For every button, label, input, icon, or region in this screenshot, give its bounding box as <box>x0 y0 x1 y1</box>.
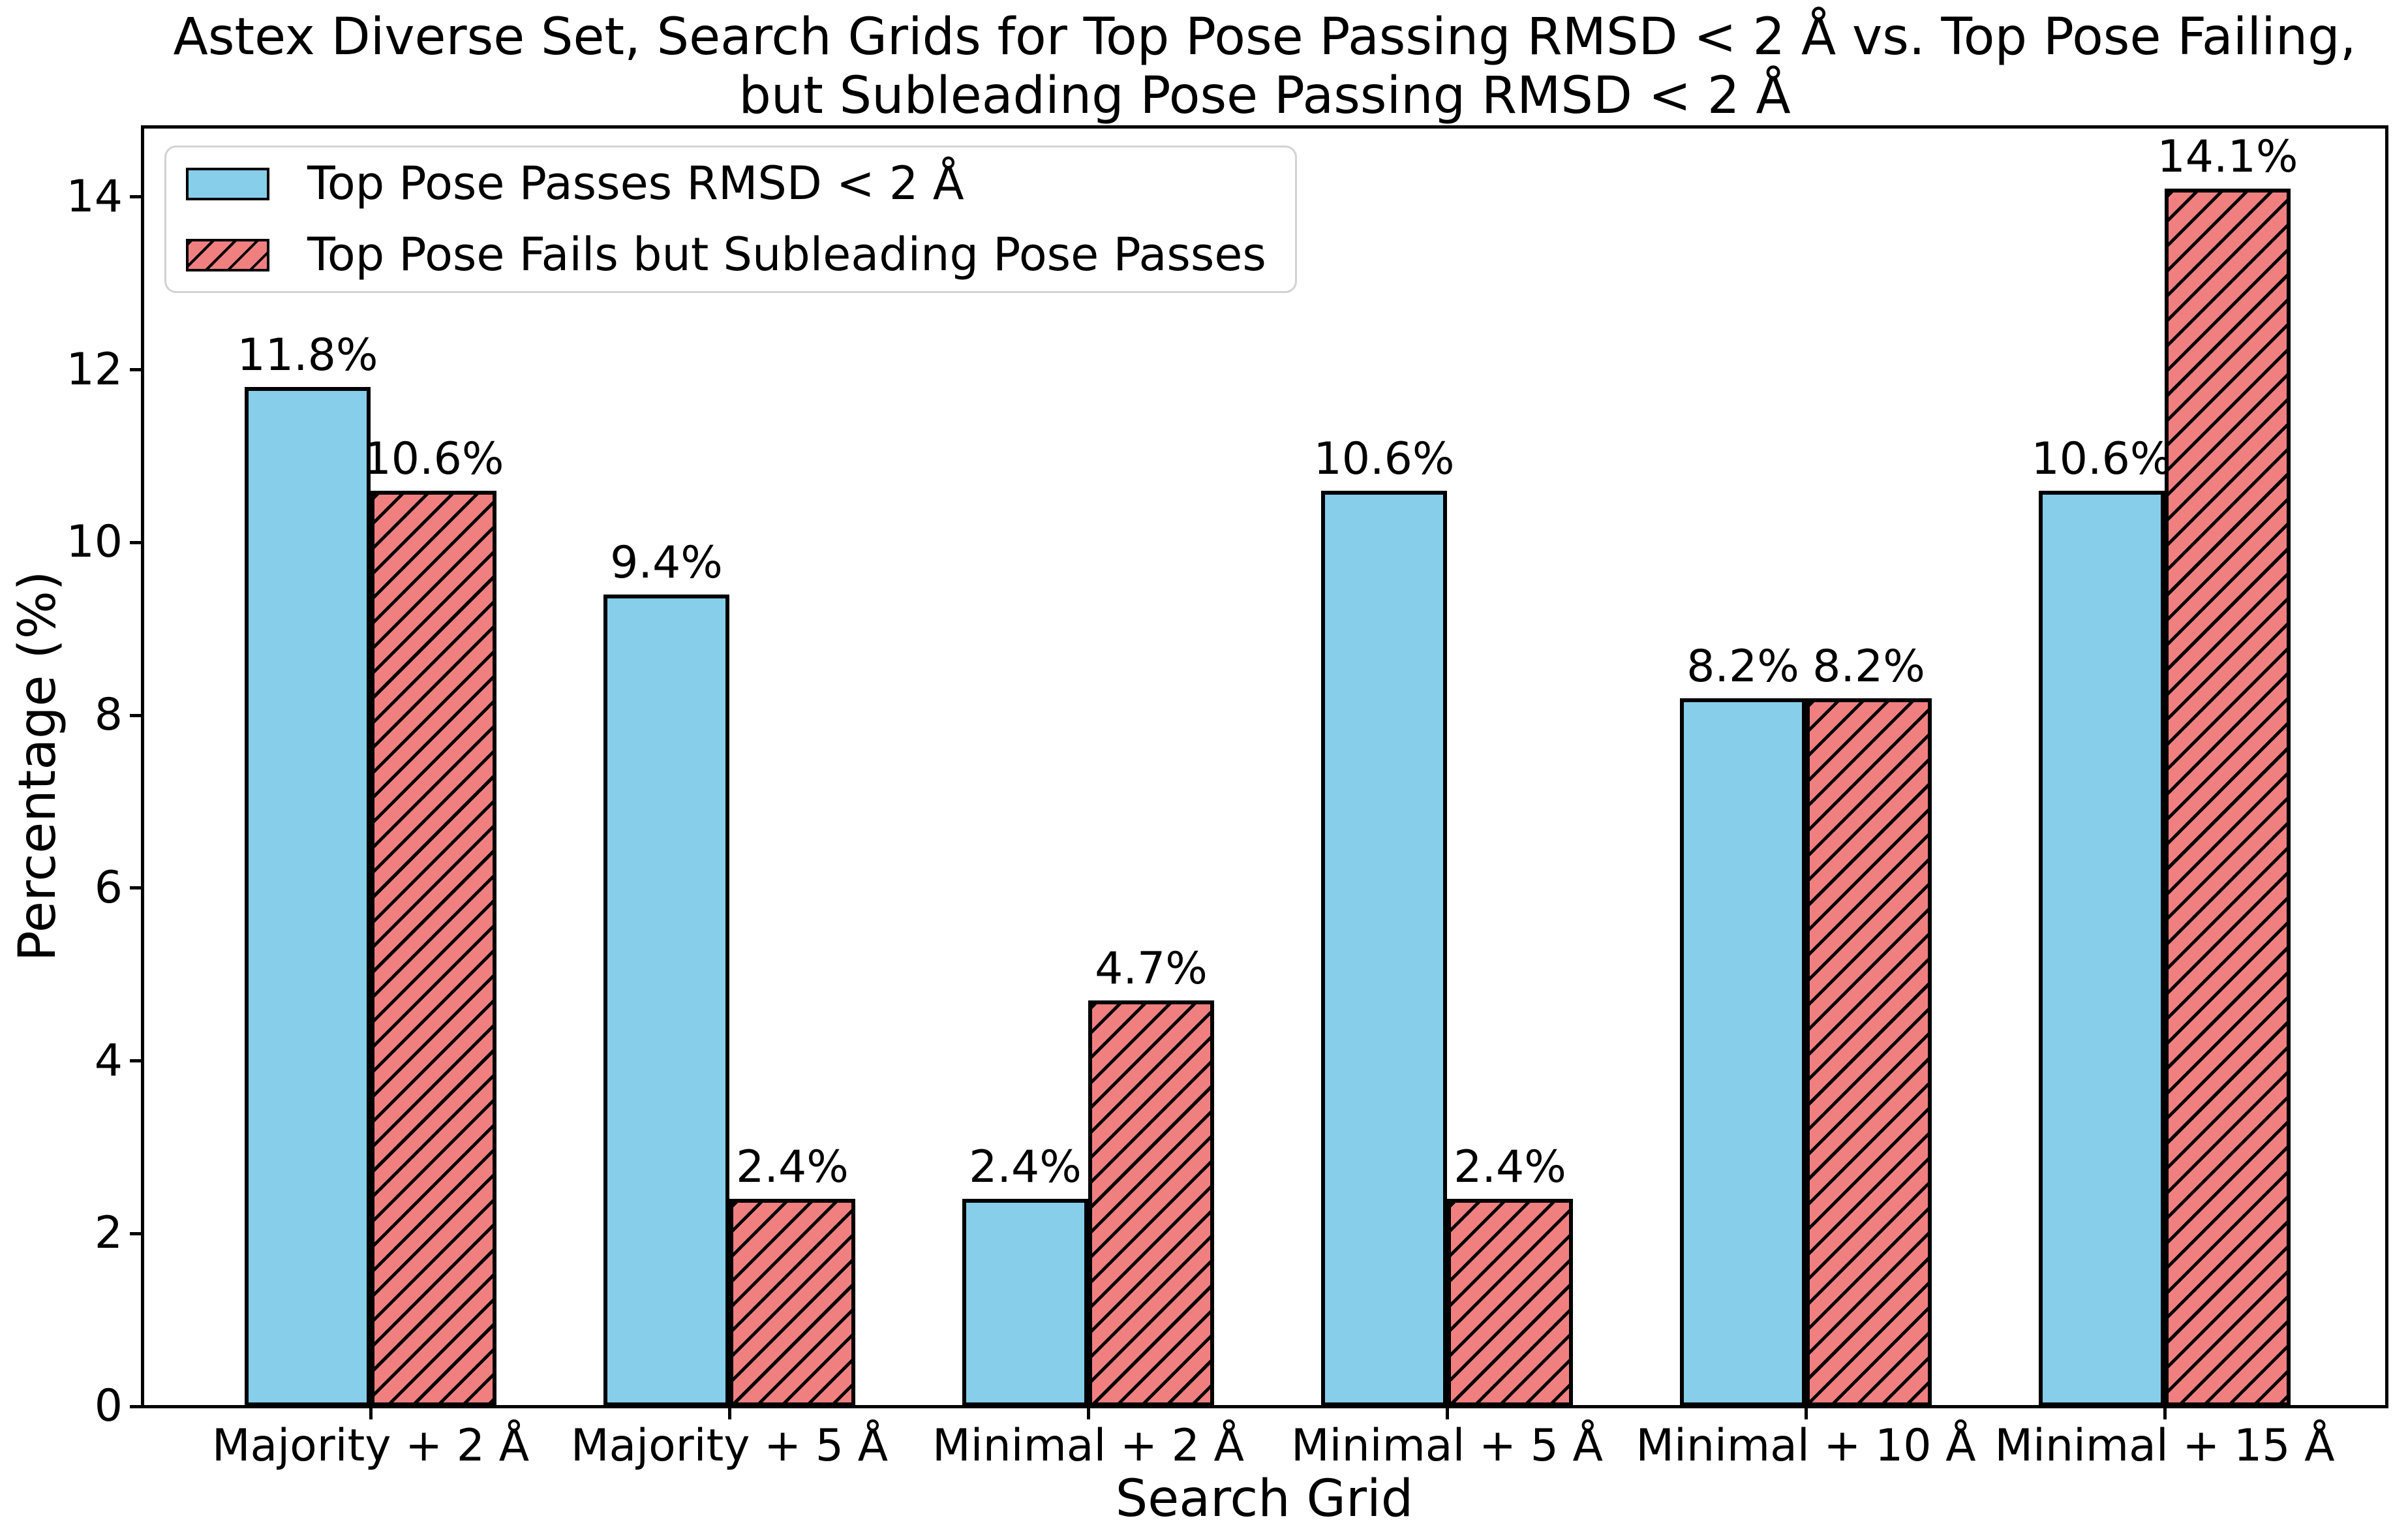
bar-value-label: 4.7% <box>1095 942 1208 995</box>
legend-swatch-icon <box>186 238 269 271</box>
legend-label: Top Pose Fails but Subleading Pose Passe… <box>307 228 1266 281</box>
bar-value-label: 10.6% <box>363 433 504 485</box>
x-tick-label: Majority + 2 Å <box>211 1420 530 1472</box>
y-tick-mark <box>130 1059 141 1063</box>
legend-entry-fails: Top Pose Fails but Subleading Pose Passe… <box>186 230 1266 280</box>
y-tick-mark <box>130 1404 141 1408</box>
bar-value-label: 2.4% <box>736 1141 849 1194</box>
bar-passes-group-4 <box>1321 490 1447 1406</box>
x-tick-label: Majority + 5 Å <box>570 1420 889 1472</box>
bar-value-label: 8.2% <box>1812 640 1925 692</box>
y-tick-label: 10 <box>66 516 123 568</box>
y-tick-label: 8 <box>94 689 123 741</box>
y-tick-mark <box>130 368 141 372</box>
bar-value-label: 2.4% <box>969 1141 1082 1194</box>
x-tick-label: Minimal + 5 Å <box>1291 1420 1603 1472</box>
bar-passes-group-3 <box>962 1199 1088 1406</box>
axis-spine-bottom <box>141 1405 2388 1408</box>
y-tick-mark <box>130 540 141 544</box>
bar-passes-group-1 <box>245 387 371 1406</box>
legend: Top Pose Passes RMSD < 2 Å Top Pose Fails… <box>164 146 1297 293</box>
x-tick-label: Minimal + 15 Å <box>1994 1420 2335 1472</box>
bar-value-label: 8.2% <box>1686 640 1799 692</box>
y-tick-label: 12 <box>66 343 123 395</box>
x-tick-mark <box>2163 1408 2167 1419</box>
bar-value-label: 10.6% <box>1313 433 1455 485</box>
x-tick-mark <box>369 1408 373 1419</box>
x-axis-label: Search Grid <box>1115 1470 1414 1528</box>
bar-value-label: 11.8% <box>237 330 378 382</box>
y-tick-label: 0 <box>94 1380 123 1432</box>
x-tick-label: Minimal + 2 Å <box>932 1420 1244 1472</box>
bar-fails-group-4 <box>1447 1199 1573 1406</box>
axis-spine-left <box>141 125 144 1408</box>
y-tick-label: 6 <box>94 861 123 914</box>
y-tick-label: 4 <box>94 1034 123 1087</box>
bar-passes-group-6 <box>2039 490 2165 1406</box>
legend-entry-passes: Top Pose Passes RMSD < 2 Å <box>186 159 1266 209</box>
y-tick-mark <box>130 195 141 199</box>
y-tick-label: 2 <box>94 1207 123 1260</box>
axis-spine-top <box>141 125 2388 129</box>
bar-fails-group-5 <box>1806 698 1932 1406</box>
bar-fails-group-2 <box>729 1199 855 1406</box>
chart-title: Astex Diverse Set, Search Grids for Top … <box>173 8 2356 126</box>
axis-spine-right <box>2385 125 2388 1408</box>
x-tick-label: Minimal + 10 Å <box>1636 1420 1976 1472</box>
bar-passes-group-2 <box>603 594 729 1406</box>
y-tick-mark <box>130 886 141 890</box>
y-tick-mark <box>130 713 141 717</box>
bar-value-label: 10.6% <box>2031 433 2172 485</box>
legend-swatch-icon <box>186 167 269 200</box>
x-tick-mark <box>727 1408 731 1419</box>
y-tick-mark <box>130 1231 141 1235</box>
x-tick-mark <box>1445 1408 1449 1419</box>
bar-passes-group-5 <box>1680 698 1806 1406</box>
bar-fails-group-3 <box>1088 1000 1214 1406</box>
x-tick-mark <box>1804 1408 1808 1419</box>
bar-value-label: 14.1% <box>2157 131 2298 183</box>
legend-label: Top Pose Passes RMSD < 2 Å <box>307 157 964 210</box>
bar-fails-group-6 <box>2165 188 2291 1406</box>
y-tick-label: 14 <box>66 170 123 223</box>
bar-value-label: 9.4% <box>610 536 723 589</box>
x-tick-mark <box>1086 1408 1090 1419</box>
bar-value-label: 2.4% <box>1454 1141 1566 1194</box>
bar-fails-group-1 <box>371 490 496 1406</box>
